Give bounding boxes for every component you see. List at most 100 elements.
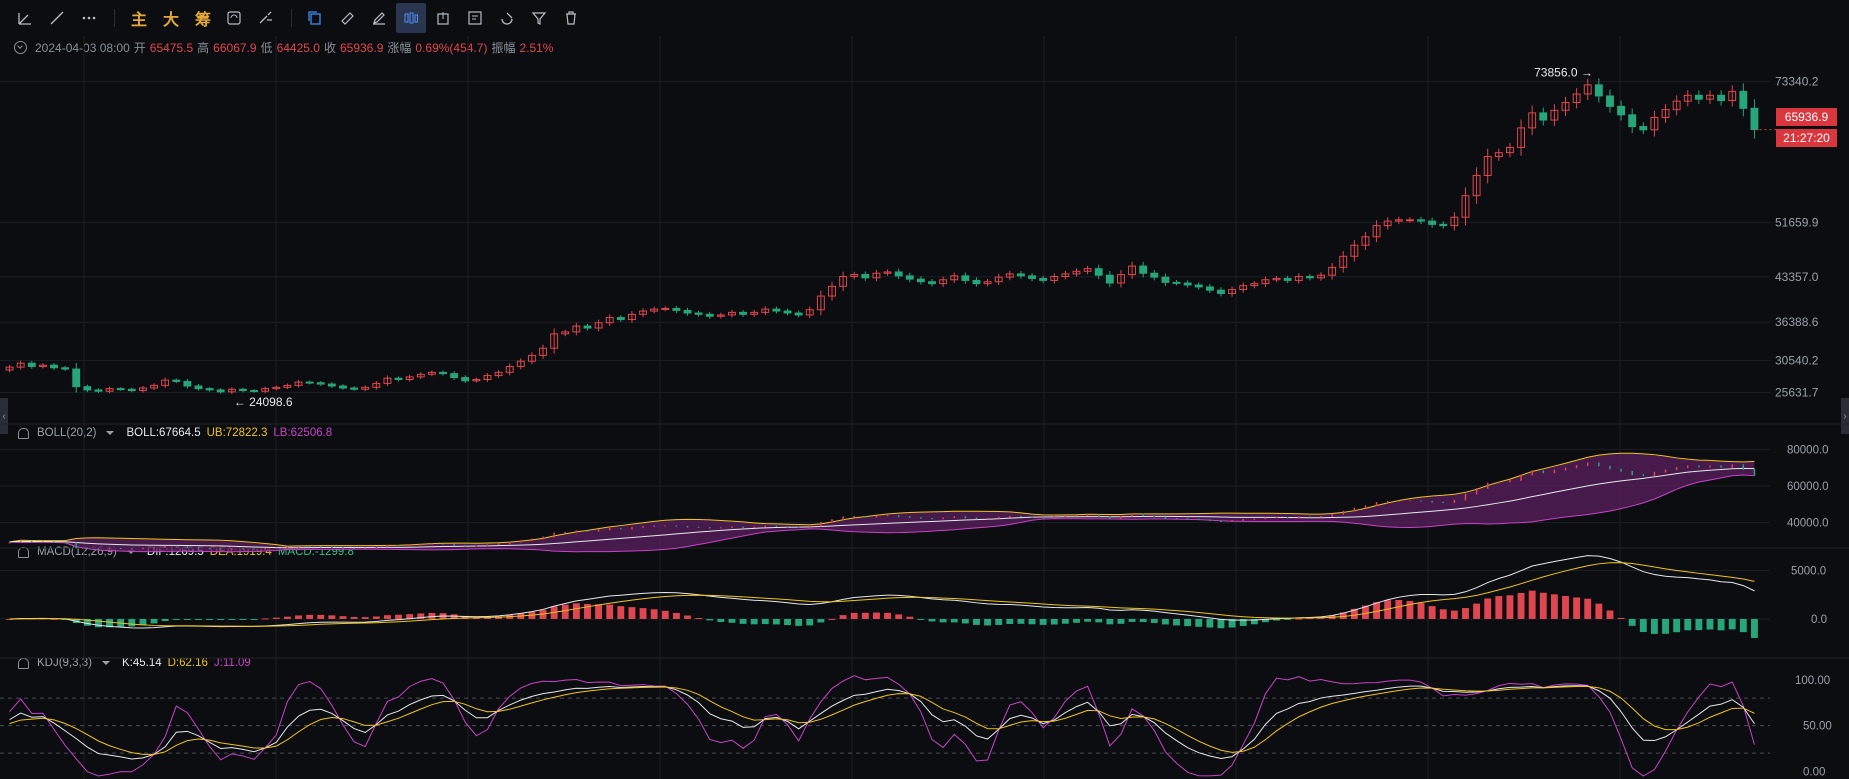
ruler-icon[interactable] xyxy=(332,3,362,33)
candle-body xyxy=(539,347,547,356)
toolbar-divider xyxy=(291,9,292,27)
chevron-down-icon[interactable] xyxy=(126,550,135,554)
right-panel-handle[interactable]: › xyxy=(1841,398,1849,434)
candle-type-icon[interactable] xyxy=(396,3,426,33)
candle-body xyxy=(839,276,848,287)
left-panel-handle[interactable]: ‹ xyxy=(0,398,8,434)
macd-histogram-bar xyxy=(1206,618,1214,628)
macd-histogram-bar xyxy=(1006,618,1014,625)
candle-body xyxy=(427,371,436,375)
macd-histogram-bar xyxy=(728,618,736,623)
alert-bell-icon[interactable] xyxy=(18,546,29,558)
macd-histogram-bar xyxy=(1562,595,1569,619)
candle-body xyxy=(1261,279,1270,285)
chevron-down-icon[interactable] xyxy=(101,661,110,665)
note-icon[interactable] xyxy=(460,3,490,33)
macd-histogram-bar xyxy=(772,618,780,625)
macd-histogram-bar xyxy=(1439,609,1447,619)
macd-histogram-bar xyxy=(950,618,958,623)
export-icon[interactable] xyxy=(428,3,458,33)
candle-body xyxy=(972,279,981,285)
draw-settings-icon[interactable] xyxy=(251,3,281,33)
macd-histogram-bar xyxy=(461,615,469,619)
chips-button[interactable]: 筹 xyxy=(194,12,211,29)
chevron-down-icon[interactable] xyxy=(106,431,115,435)
copy-icon[interactable] xyxy=(300,3,330,33)
boll-name[interactable]: BOLL(20,2) xyxy=(37,427,97,439)
candle-body xyxy=(1628,114,1637,128)
macd-histogram-bar xyxy=(1017,618,1025,624)
candle-body xyxy=(516,360,525,367)
candle-body xyxy=(694,312,703,315)
kdj-name[interactable]: KDJ(9,3,3) xyxy=(37,657,92,669)
candle-body xyxy=(1205,286,1214,291)
boll-upper-line xyxy=(9,452,1755,547)
line-tool-icon[interactable] xyxy=(10,3,40,33)
macd-axis-label: 0.0 xyxy=(1811,614,1827,626)
macd-histogram-bar xyxy=(1639,618,1647,633)
collapse-icon[interactable] xyxy=(14,41,27,54)
trash-icon[interactable] xyxy=(556,3,586,33)
kdj-d-value: D:62.16 xyxy=(167,657,208,669)
macd-histogram-bar xyxy=(761,618,769,625)
filter-icon[interactable] xyxy=(524,3,554,33)
macd-histogram-bar xyxy=(639,608,647,619)
candle-body xyxy=(1517,127,1525,148)
candle-body xyxy=(983,281,992,285)
main-button[interactable]: 主 xyxy=(130,12,147,29)
macd-histogram-bar xyxy=(406,614,414,619)
macd-histogram-bar xyxy=(850,612,858,619)
candle-body xyxy=(605,317,614,324)
candle-body xyxy=(1039,277,1048,281)
candle-body xyxy=(94,389,103,392)
macd-histogram-bar xyxy=(1350,608,1358,619)
candle-body xyxy=(950,275,959,281)
candle-body xyxy=(650,308,659,312)
candle-body xyxy=(283,384,292,388)
macd-histogram-bar xyxy=(1173,618,1180,626)
macd-histogram-bar xyxy=(1617,617,1625,619)
candle-body xyxy=(1472,174,1481,197)
candle-body xyxy=(1606,95,1614,107)
price-chart[interactable]: 73340.2 51659.9 43357.0 36388.6 30540.2 25631… xyxy=(0,36,1849,779)
candle-body xyxy=(1639,126,1648,131)
candle-body xyxy=(150,384,158,389)
candle-body xyxy=(1317,274,1325,279)
candle-body xyxy=(1016,273,1025,277)
macd-histogram-bar xyxy=(1450,610,1458,619)
trendline-icon[interactable] xyxy=(42,3,72,33)
macd-histogram-bar xyxy=(450,614,458,619)
macd-histogram-bar xyxy=(584,603,591,619)
macd-histogram-bar xyxy=(1528,590,1536,619)
boll-mid-value: BOLL:67664.5 xyxy=(126,427,201,439)
alert-bell-icon[interactable] xyxy=(18,427,29,439)
candle-body xyxy=(683,309,692,314)
macd-histogram-bar xyxy=(1273,618,1280,621)
macd-histogram-bar xyxy=(1506,595,1514,619)
candle-body xyxy=(1494,152,1503,158)
candle-body xyxy=(5,366,14,371)
candle-body xyxy=(272,386,281,390)
pencil-icon[interactable] xyxy=(364,3,394,33)
candle-body xyxy=(1617,105,1626,116)
macd-histogram-bar xyxy=(1728,618,1736,630)
last-price-tag: 65936.9 xyxy=(1776,108,1837,126)
candle-body xyxy=(772,308,781,312)
macd-histogram-bar xyxy=(1650,618,1658,634)
candle-body xyxy=(1594,84,1603,97)
candle-body xyxy=(439,371,447,375)
more-icon[interactable] xyxy=(74,3,104,33)
kdj-k-value: K:45.14 xyxy=(121,657,162,669)
candle-body xyxy=(739,311,748,315)
candle-body xyxy=(1239,285,1248,291)
candle-body xyxy=(1739,90,1748,109)
macd-histogram-bar xyxy=(1717,618,1725,631)
macd-histogram-bar xyxy=(1117,618,1125,624)
magnet-icon[interactable] xyxy=(492,3,522,33)
kdj-j-line xyxy=(9,675,1755,777)
macd-histogram-bar xyxy=(628,607,636,619)
candle-body xyxy=(194,385,203,390)
refresh-icon[interactable] xyxy=(219,3,249,33)
big-button[interactable]: 大 xyxy=(162,12,179,29)
candle-body xyxy=(928,281,936,285)
